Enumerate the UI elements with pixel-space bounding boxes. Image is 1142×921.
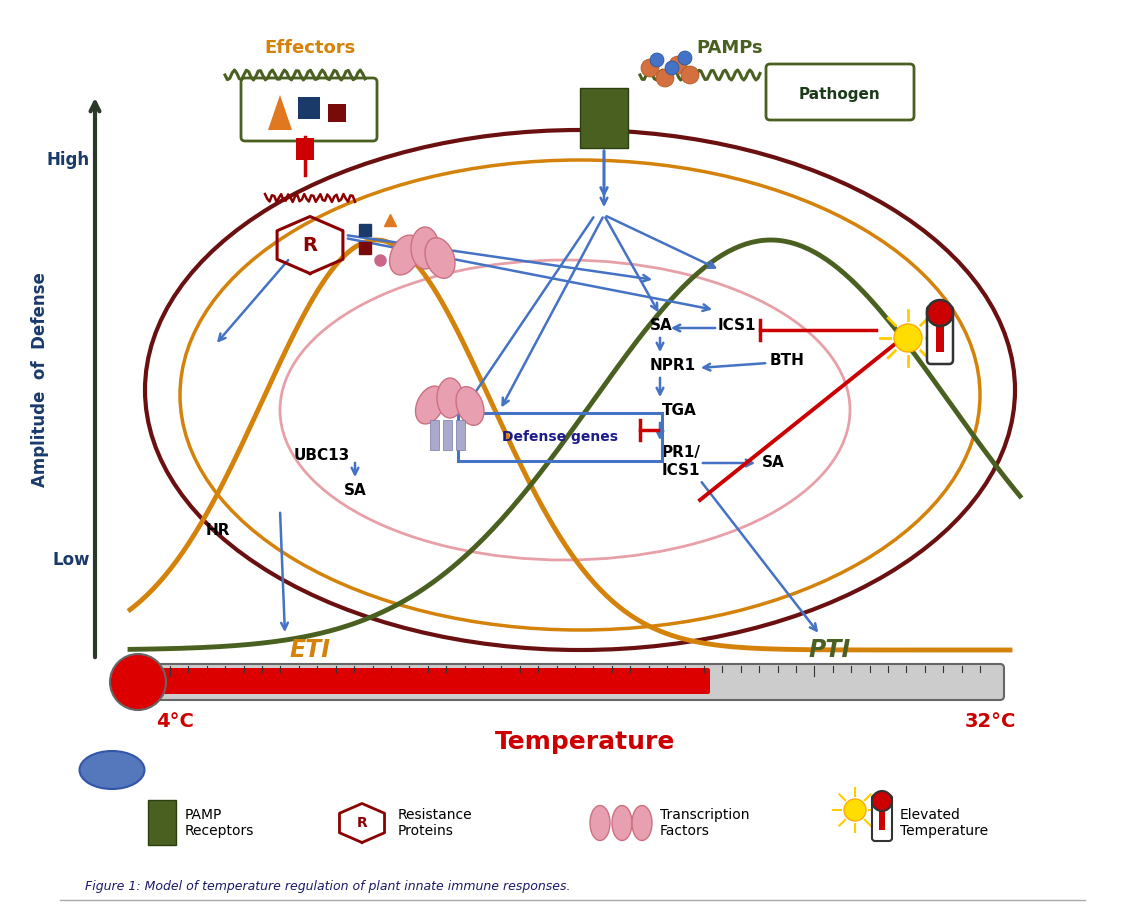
- Text: High: High: [47, 151, 90, 169]
- Ellipse shape: [80, 751, 145, 789]
- Text: PTI: PTI: [809, 638, 851, 662]
- Text: Pathogen: Pathogen: [799, 87, 880, 101]
- Circle shape: [681, 66, 699, 84]
- Text: SA: SA: [650, 318, 673, 332]
- Ellipse shape: [632, 806, 652, 841]
- Bar: [580, 88, 628, 148]
- Text: Defense genes: Defense genes: [502, 430, 618, 444]
- Text: 4°C: 4°C: [156, 712, 194, 731]
- Circle shape: [665, 61, 679, 75]
- Ellipse shape: [456, 387, 484, 426]
- FancyBboxPatch shape: [146, 664, 1004, 700]
- Bar: [328, 104, 346, 122]
- Circle shape: [872, 791, 892, 811]
- Bar: [298, 97, 320, 119]
- Text: ICS1: ICS1: [662, 462, 700, 477]
- Text: Elevated
Temperature: Elevated Temperature: [900, 808, 988, 838]
- Bar: [296, 138, 314, 160]
- Text: Effectors: Effectors: [265, 39, 355, 57]
- Bar: [443, 420, 452, 450]
- Circle shape: [669, 56, 687, 74]
- Text: Low: Low: [53, 551, 90, 569]
- FancyBboxPatch shape: [927, 306, 954, 364]
- Text: HR: HR: [206, 522, 231, 538]
- Circle shape: [641, 59, 659, 77]
- Text: UBC13: UBC13: [293, 448, 349, 462]
- Ellipse shape: [612, 806, 632, 841]
- Text: R: R: [303, 236, 317, 254]
- Text: BTH: BTH: [770, 353, 805, 367]
- Circle shape: [927, 300, 954, 326]
- Circle shape: [656, 69, 674, 87]
- Text: Resistance
Proteins: Resistance Proteins: [399, 808, 473, 838]
- Text: PAMP
Receptors: PAMP Receptors: [185, 808, 255, 838]
- Text: 32°C: 32°C: [964, 712, 1015, 731]
- Polygon shape: [268, 95, 292, 130]
- Circle shape: [110, 654, 166, 710]
- Text: PAMPs: PAMPs: [697, 39, 763, 57]
- Text: ETI: ETI: [290, 638, 330, 662]
- Text: NPR1: NPR1: [650, 357, 697, 372]
- Ellipse shape: [389, 235, 420, 275]
- Text: Amplitude  of  Defense: Amplitude of Defense: [31, 273, 49, 487]
- Text: Transcription
Factors: Transcription Factors: [660, 808, 749, 838]
- Text: PR1/: PR1/: [662, 445, 701, 460]
- Text: Temperature: Temperature: [494, 730, 675, 754]
- Circle shape: [894, 324, 922, 352]
- Bar: [879, 802, 885, 830]
- Circle shape: [844, 799, 866, 821]
- Ellipse shape: [590, 806, 610, 841]
- Bar: [431, 420, 439, 450]
- FancyBboxPatch shape: [872, 795, 892, 841]
- Text: SA: SA: [762, 454, 785, 470]
- Ellipse shape: [416, 386, 444, 424]
- Text: SA: SA: [344, 483, 367, 497]
- Text: ICS1: ICS1: [718, 318, 756, 332]
- FancyBboxPatch shape: [146, 668, 710, 694]
- Circle shape: [678, 51, 692, 65]
- Bar: [936, 316, 944, 352]
- Bar: [148, 800, 176, 845]
- Ellipse shape: [425, 238, 455, 278]
- Bar: [456, 420, 465, 450]
- Text: TGA: TGA: [662, 402, 697, 417]
- Ellipse shape: [437, 378, 463, 418]
- Circle shape: [650, 53, 664, 67]
- Text: Figure 1: Model of temperature regulation of plant innate immune responses.: Figure 1: Model of temperature regulatio…: [85, 880, 571, 892]
- Ellipse shape: [411, 227, 439, 269]
- Text: R: R: [356, 816, 368, 830]
